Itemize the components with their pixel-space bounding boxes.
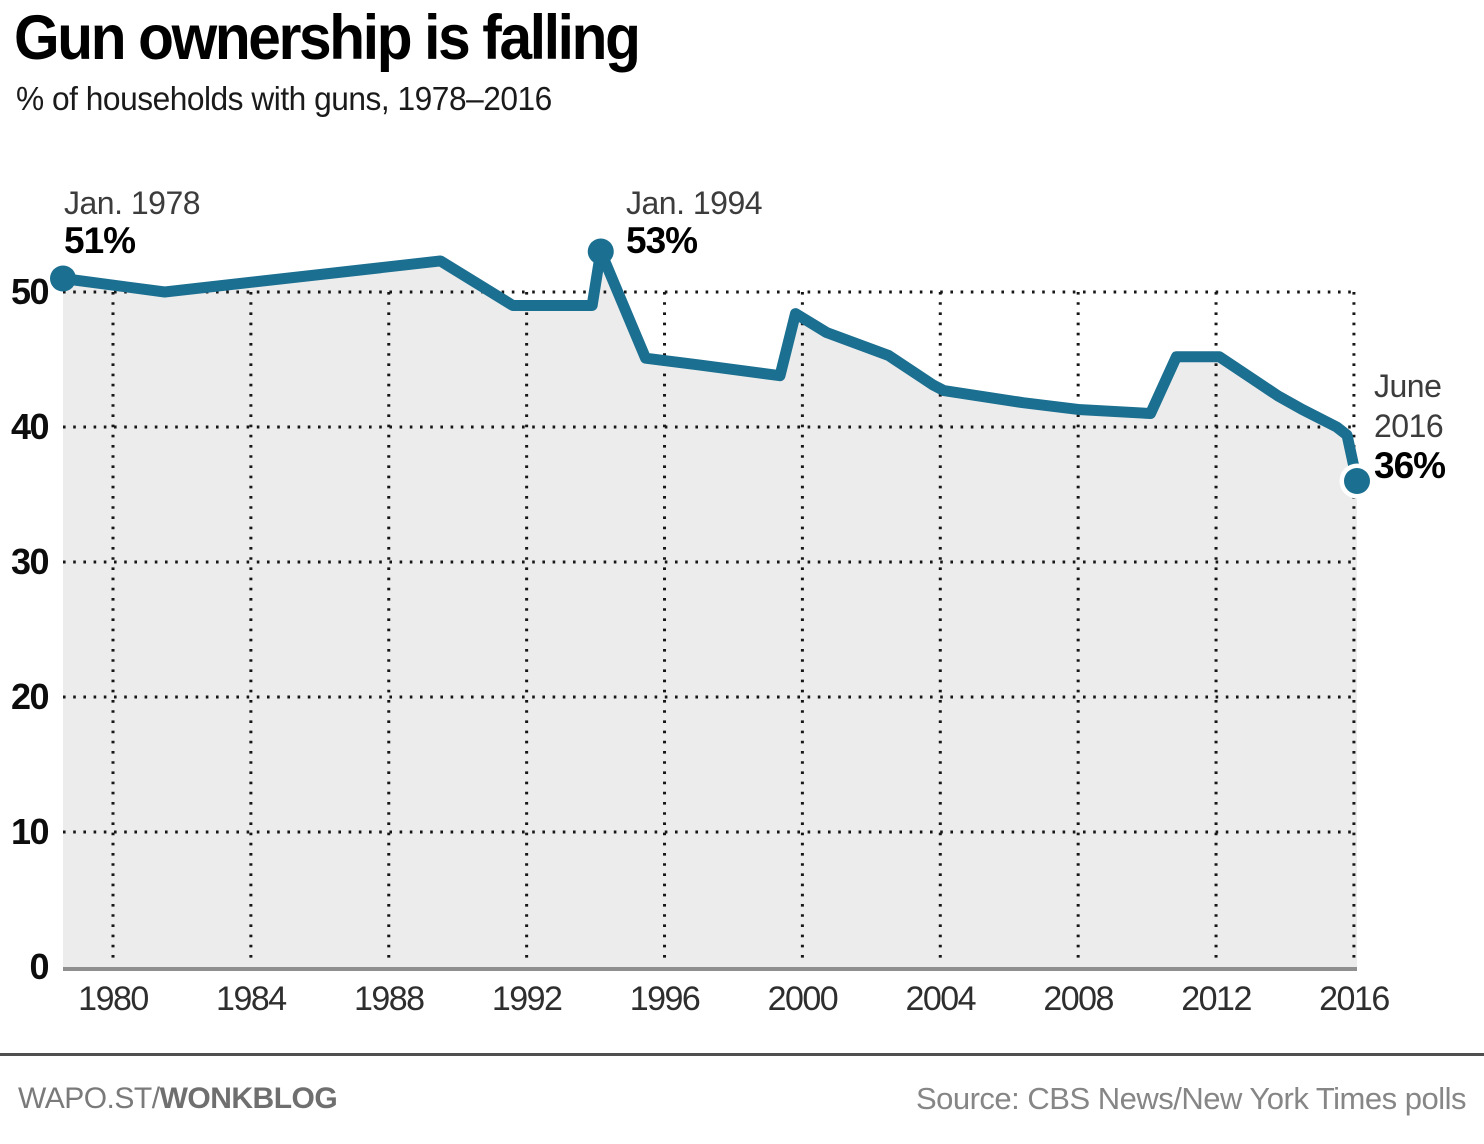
page-title: Gun ownership is falling xyxy=(14,3,641,73)
annotation-1994-label: Jan. 1994 xyxy=(626,185,763,221)
annotation-2016-label-line2: 2016 xyxy=(1374,408,1444,444)
footer-brand-bold: WONKBLOG xyxy=(159,1081,338,1115)
data-line xyxy=(62,246,1363,483)
annotation-2016: June 2016 36% xyxy=(1374,366,1446,486)
x-tick-label-2004: 2004 xyxy=(905,980,975,1018)
y-tick-label-20: 20 xyxy=(11,676,49,717)
x-tick-label-1992: 1992 xyxy=(492,980,562,1018)
area-fill xyxy=(63,251,1357,969)
footer: WAPO.ST/WONKBLOG Source: CBS News/New Yo… xyxy=(0,1053,1484,1141)
annotation-1994-value: 53% xyxy=(626,220,698,261)
y-tick-label-30: 30 xyxy=(11,541,49,582)
annotation-2016-value: 36% xyxy=(1374,445,1446,486)
x-tick-label-2012: 2012 xyxy=(1181,980,1251,1018)
x-tick-label-1988: 1988 xyxy=(354,980,424,1018)
x-tick-label-2016: 2016 xyxy=(1319,980,1389,1018)
footer-brand-prefix: WAPO.ST/ xyxy=(18,1081,160,1115)
footer-source: Source: CBS News/New York Times polls xyxy=(915,1080,1467,1116)
annotation-1978-label: Jan. 1978 xyxy=(64,185,201,221)
x-tick-label-2000: 2000 xyxy=(768,980,838,1018)
x-tick-label-1996: 1996 xyxy=(630,980,700,1018)
y-tick-label-10: 10 xyxy=(11,811,49,852)
footer-brand: WAPO.ST/WONKBLOG xyxy=(18,1081,338,1116)
y-tick-label-50: 50 xyxy=(11,271,49,312)
x-tick-label-1980: 1980 xyxy=(78,980,148,1018)
y-tick-label-0: 0 xyxy=(29,946,48,987)
x-tick-label-2008: 2008 xyxy=(1043,980,1113,1018)
x-tick-label-1984: 1984 xyxy=(216,980,286,1018)
annotation-1978: Jan. 1978 51% xyxy=(64,184,201,261)
annotation-1994: Jan. 1994 53% xyxy=(626,184,763,261)
annotation-2016-label-line1: June xyxy=(1374,368,1442,404)
data-point-1 xyxy=(587,238,614,265)
data-point-0 xyxy=(50,265,76,292)
page-subtitle: % of households with guns, 1978–2016 xyxy=(16,80,552,117)
data-point-2 xyxy=(1344,468,1370,494)
annotation-1978-value: 51% xyxy=(64,220,136,261)
y-tick-label-40: 40 xyxy=(11,406,49,447)
